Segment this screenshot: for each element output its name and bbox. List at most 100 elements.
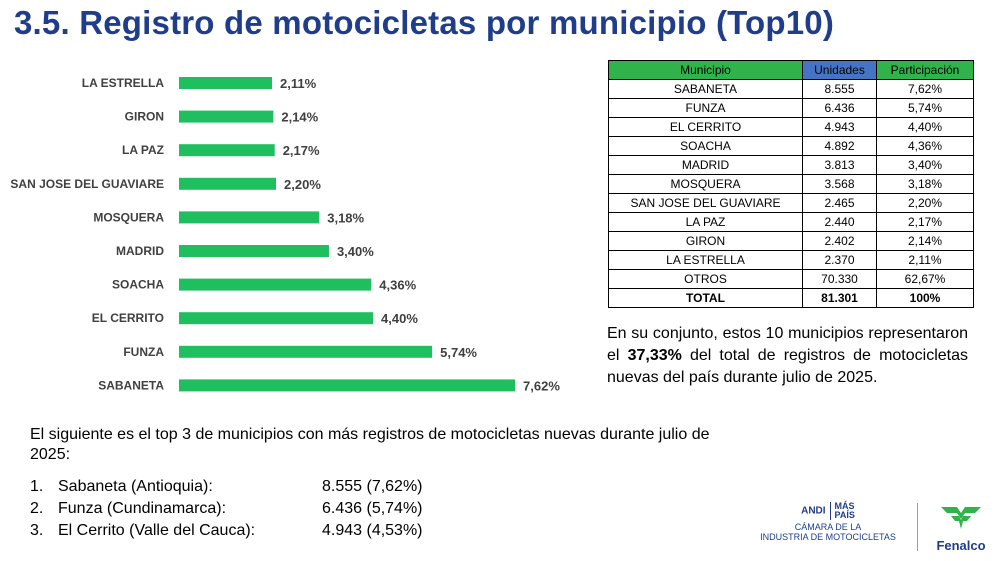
data-label: 2,17% [283, 143, 320, 158]
table-row: EL CERRITO 4.943 4,40% [608, 117, 974, 137]
bar [179, 77, 273, 89]
bar [179, 177, 277, 190]
table-cell: SAN JOSE DEL GUAVIARE [608, 193, 803, 213]
bar [179, 211, 320, 224]
andi-wordmark: ANDI [801, 505, 826, 517]
data-label: 2,20% [284, 177, 321, 192]
data-label: 3,18% [327, 210, 364, 225]
list-item-number: 3. [30, 522, 44, 539]
table-cell: MOSQUERA [608, 174, 803, 194]
data-label: 5,74% [440, 345, 477, 360]
list-item: 2. Funza (Cundinamarca): 6.436 (5,74%) [30, 498, 423, 520]
mas-pais-text: MÁS [834, 501, 855, 511]
table-cell: 2,11% [876, 250, 974, 270]
page-title: 3.5. Registro de motocicletas por munici… [14, 4, 835, 41]
andi-logo: ANDI MÁS PAÍS CÁMARA DE LA INDUSTRIA DE MOT… [752, 501, 904, 543]
data-label: 2,14% [281, 110, 318, 125]
table-row: GIRON 2.402 2,14% [608, 231, 974, 251]
bar [179, 110, 274, 123]
list-item: 1. Sabaneta (Antioquia): 8.555 (7,62%) [30, 476, 423, 498]
table-cell: SABANETA [608, 79, 803, 99]
category-label: SOACHA [112, 278, 164, 292]
table-cell: 2.370 [802, 250, 877, 270]
table-cell: MADRID [608, 155, 803, 175]
andi-caption: CÁMARA DE LA INDUSTRIA DE MOTOCICLETAS [752, 522, 904, 542]
list-item-number: 1. [30, 478, 44, 495]
table-cell: 2,17% [876, 212, 974, 232]
table-cell: 2.465 [802, 193, 877, 213]
category-label: MADRID [116, 244, 164, 258]
table-cell: 2.440 [802, 212, 877, 232]
bar [179, 379, 516, 392]
table-cell: 4,36% [876, 136, 974, 156]
list-item-value: 4.943 (4,53%) [322, 522, 423, 539]
table-cell: 4.943 [802, 117, 877, 137]
table-cell: 2.402 [802, 231, 877, 251]
table-cell: 2,14% [876, 231, 974, 251]
summary-highlight: 37,33% [627, 347, 682, 364]
category-label: SABANETA [98, 378, 164, 392]
data-label: 7,62% [523, 378, 560, 393]
andi-caption-line: CÁMARA DE LA [794, 522, 862, 532]
data-label: 2,11% [280, 76, 317, 91]
table-cell: 3.813 [802, 155, 877, 175]
mas-pais-text: PAÍS [834, 510, 855, 520]
data-label: 4,40% [381, 311, 418, 326]
list-item: 3. El Cerrito (Valle del Cauca): 4.943 (4,… [30, 520, 423, 542]
summary-note: En su conjunto, estos 10 municipios repr… [607, 323, 968, 389]
category-label: LA PAZ [122, 143, 164, 157]
table-cell: 7,62% [876, 79, 974, 99]
table-row: MADRID 3.813 3,40% [608, 155, 974, 175]
table-total-cell: 81.301 [802, 288, 877, 308]
list-item-name: El Cerrito (Valle del Cauca): [58, 522, 256, 539]
table-cell: SOACHA [608, 136, 803, 156]
table-row: FUNZA 6.436 5,74% [608, 98, 974, 118]
table-total-row: TOTAL 81.301 100% [608, 288, 974, 308]
andi-caption-line: INDUSTRIA DE MOTOCICLETAS [760, 532, 896, 542]
table-cell: 70.330 [802, 269, 877, 289]
table-cell: 2,20% [876, 193, 974, 213]
fenalco-logo-icon [941, 507, 981, 529]
category-label: MOSQUERA [93, 210, 164, 224]
list-item-name: Funza (Cundinamarca): [58, 500, 227, 517]
table-header-row: Municipio Unidades Participación [608, 60, 974, 80]
table-cell: 3,40% [876, 155, 974, 175]
fenalco-wordmark: Fenalco [936, 538, 986, 553]
table-cell: EL CERRITO [608, 117, 803, 137]
table-cell: OTROS [608, 269, 803, 289]
table-row: LA PAZ 2.440 2,17% [608, 212, 974, 232]
category-label: FUNZA [123, 345, 164, 359]
table-row: MOSQUERA 3.568 3,18% [608, 174, 974, 194]
table-total-cell: TOTAL [608, 288, 803, 308]
bar [179, 278, 372, 291]
table-cell: 4,40% [876, 117, 974, 137]
table-row: LA ESTRELLA 2.370 2,11% [608, 250, 974, 270]
table-cell: 62,67% [876, 269, 974, 289]
table-cell: 4.892 [802, 136, 877, 156]
list-item-value: 6.436 (5,74%) [322, 500, 423, 517]
table-cell: FUNZA [608, 98, 803, 118]
bar [179, 144, 275, 157]
bar [179, 345, 433, 358]
table-total-cell: 100% [876, 288, 974, 308]
top3-list: 1. Sabaneta (Antioquia): 8.555 (7,62%) 2. F… [30, 476, 423, 542]
table-cell: 3,18% [876, 174, 974, 194]
data-label: 4,36% [379, 278, 416, 293]
table-cell: 8.555 [802, 79, 877, 99]
list-item-number: 2. [30, 500, 44, 517]
table-cell: GIRON [608, 231, 803, 251]
category-label: GIRON [125, 110, 164, 124]
logo-divider [917, 503, 918, 551]
list-item-name: Sabaneta (Antioquia): [58, 478, 213, 495]
table-cell: 6.436 [802, 98, 877, 118]
fenalco-logo: Fenalco [930, 505, 992, 553]
table-cell: 3.568 [802, 174, 877, 194]
bar-chart: LA ESTRELLA 2,11% GIRON 2,14% LA PAZ 2,17% SAN… [10, 76, 560, 393]
table-header-cell: Municipio [608, 60, 803, 80]
bar [179, 245, 329, 257]
table-row: SAN JOSE DEL GUAVIARE 2.465 2,20% [608, 193, 974, 213]
table-header-cell: Unidades [802, 60, 877, 80]
table-row: SABANETA 8.555 7,62% [608, 79, 974, 99]
table-row: SOACHA 4.892 4,36% [608, 136, 974, 156]
table-cell: LA ESTRELLA [608, 250, 803, 270]
